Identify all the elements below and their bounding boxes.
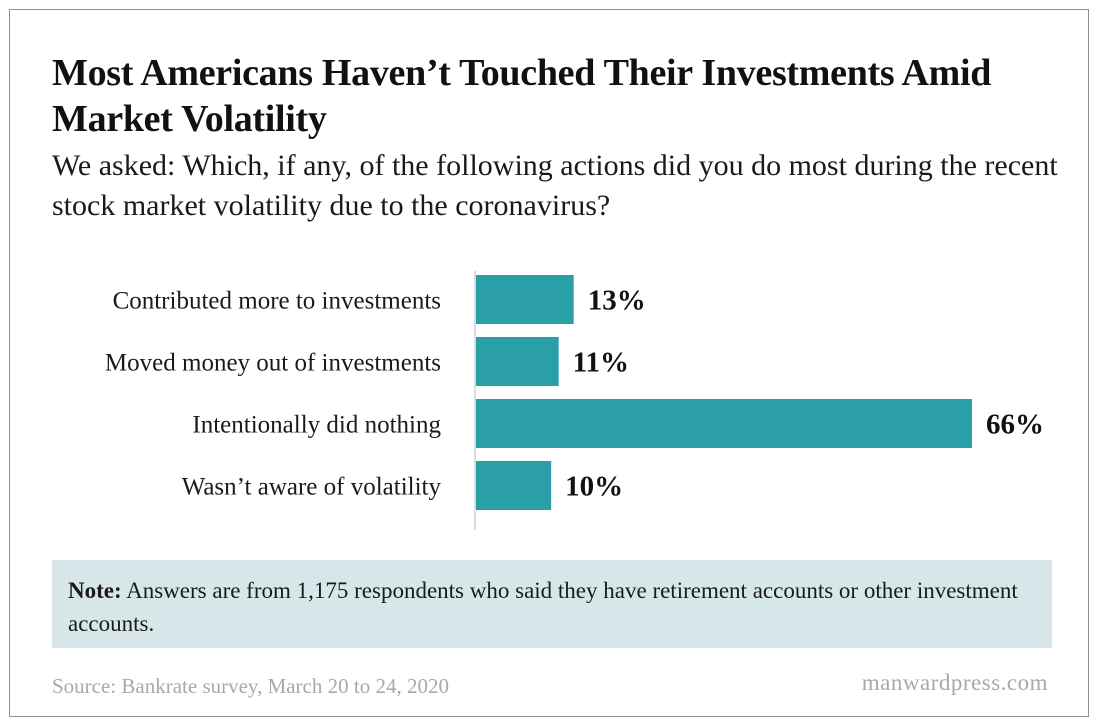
bar bbox=[476, 399, 972, 448]
bars-group: Contributed more to investments 13% Moved … bbox=[105, 275, 1044, 510]
value-label: 11% bbox=[573, 347, 629, 379]
note-text: Answers are from 1,175 respondents who s… bbox=[68, 578, 1018, 636]
category-label: Wasn’t aware of volatility bbox=[182, 474, 442, 501]
note-label: Note: bbox=[68, 578, 122, 603]
category-label: Intentionally did nothing bbox=[192, 412, 441, 439]
chart-title: Most Americans Haven’t Touched Their Inv… bbox=[52, 52, 992, 140]
note-box: Note: Answers are from 1,175 respondents… bbox=[52, 560, 1052, 648]
category-label: Contributed more to investments bbox=[113, 288, 441, 315]
source-text: Source: Bankrate survey, March 20 to 24,… bbox=[52, 674, 449, 698]
category-label: Moved money out of investments bbox=[105, 350, 441, 377]
credit-text: manwardpress.com bbox=[861, 670, 1048, 695]
bar bbox=[476, 275, 574, 324]
value-label: 13% bbox=[588, 285, 646, 317]
bar bbox=[476, 337, 559, 386]
value-label: 10% bbox=[565, 471, 623, 503]
chart-subtitle: We asked: Which, if any, of the followin… bbox=[52, 149, 1058, 222]
bar bbox=[476, 461, 552, 510]
value-label: 66% bbox=[986, 409, 1044, 441]
